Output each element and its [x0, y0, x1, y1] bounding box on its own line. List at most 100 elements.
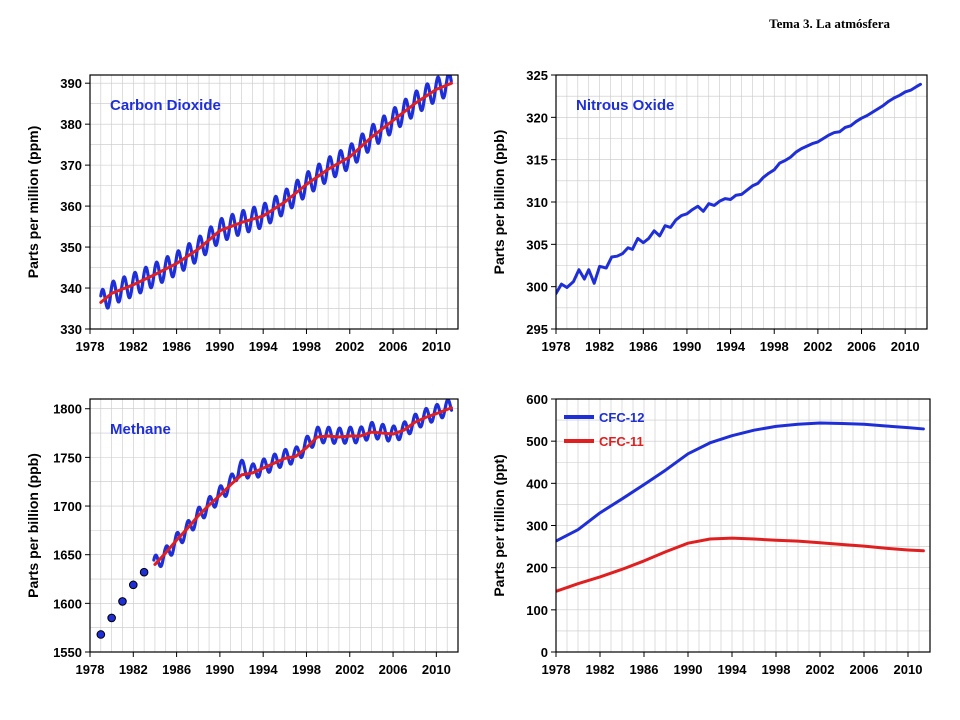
- y-tick-labels: 295 300 305 310 315 320 325: [526, 68, 556, 337]
- data-point: [107, 613, 116, 623]
- x-tick-label: 1994: [249, 339, 279, 354]
- x-tick-label: 1986: [162, 662, 191, 677]
- x-tick-labels: 1978 1982 1986 1990 1994 1998 2002 2006 2010: [76, 652, 451, 677]
- x-tick-label: 2002: [335, 662, 364, 677]
- x-tick-label: 1982: [585, 339, 614, 354]
- x-tick-label: 2010: [894, 662, 923, 677]
- y-tick-label: 100: [526, 603, 548, 618]
- y-tick-label: 1700: [53, 499, 82, 514]
- x-tick-label: 1986: [630, 662, 659, 677]
- x-tick-label: 1990: [674, 662, 703, 677]
- x-tick-label: 1990: [205, 339, 234, 354]
- legend-label: CFC-11: [599, 434, 644, 449]
- x-tick-label: 2002: [806, 662, 835, 677]
- y-tick-label: 305: [526, 237, 548, 252]
- y-tick-label: 400: [526, 476, 548, 491]
- y-tick-label: 360: [60, 199, 82, 214]
- y-tick-label: 500: [526, 434, 548, 449]
- y-axis-label: Parts per million (ppm): [25, 126, 41, 278]
- x-tick-label: 2006: [850, 662, 879, 677]
- y-tick-labels: 0 100 200 300 400 500 600: [526, 392, 556, 660]
- chart-title: Methane: [110, 421, 171, 438]
- x-tick-label: 1982: [119, 662, 148, 677]
- series-line-cfc-1: [556, 536, 925, 593]
- y-tick-labels: 330 340 350 360 370 380 390: [60, 76, 90, 337]
- y-axis-label: Parts per trillion (ppt): [491, 454, 507, 596]
- x-tick-label: 1990: [205, 662, 234, 677]
- legend: CFC-12 CFC-11: [564, 410, 645, 449]
- y-tick-label: 1800: [53, 402, 82, 417]
- x-tick-label: 1982: [119, 339, 148, 354]
- x-tick-label: 1978: [542, 662, 571, 677]
- chart-title: Nitrous Oxide: [576, 97, 674, 114]
- series-line-ch4-1: [153, 406, 454, 566]
- x-tick-label: 1986: [162, 339, 191, 354]
- chart-n2o: 1978 1982 1986 1990 1994 1998 2002 2006 2010 295 3…: [491, 68, 928, 354]
- y-tick-label: 1750: [53, 450, 82, 465]
- data-point: [118, 597, 127, 606]
- chart-ch4: 1978 1982 1986 1990 1994 1998 2002 2006 2010 1550…: [25, 398, 459, 677]
- y-tick-label: 380: [60, 117, 82, 132]
- series-line-cfc-0: [556, 421, 925, 543]
- y-tick-label: 600: [526, 392, 548, 407]
- y-tick-label: 295: [526, 322, 548, 337]
- y-tick-label: 300: [526, 519, 548, 534]
- y-tick-label: 350: [60, 240, 82, 255]
- plot-frame: [89, 398, 459, 653]
- series-group: [99, 75, 454, 310]
- x-tick-label: 1986: [629, 339, 658, 354]
- x-tick-labels: 1978 1982 1986 1990 1994 1998 2002 2006 2010: [542, 652, 923, 677]
- x-tick-label: 2010: [422, 662, 451, 677]
- series-group: [152, 399, 454, 569]
- x-tick-label: 1978: [542, 339, 571, 354]
- chart-cfc: 1978 1982 1986 1990 1994 1998 2002 2006 2010 0 100…: [491, 392, 931, 677]
- data-point: [96, 630, 106, 639]
- x-tick-label: 1994: [718, 662, 748, 677]
- x-tick-label: 1990: [672, 339, 701, 354]
- series-group: [556, 421, 925, 593]
- y-tick-label: 320: [526, 110, 548, 125]
- x-tick-label: 1998: [762, 662, 791, 677]
- y-tick-label: 300: [526, 280, 548, 295]
- y-tick-label: 330: [60, 322, 82, 337]
- x-tick-label: 1998: [292, 662, 321, 677]
- data-points: [96, 567, 149, 639]
- y-tick-labels: 1550 1600 1650 1700 1750 1800: [53, 402, 90, 660]
- y-tick-label: 340: [60, 281, 82, 296]
- y-tick-label: 200: [526, 561, 548, 576]
- x-tick-label: 2002: [803, 339, 832, 354]
- chart-co2: 1978 1982 1986 1990 1994 1998 2002 2006 20103303…: [25, 74, 459, 354]
- y-tick-label: 1650: [53, 548, 82, 563]
- x-tick-label: 2010: [891, 339, 920, 354]
- plot-frame: [555, 74, 928, 330]
- x-tick-label: 1998: [760, 339, 789, 354]
- chart-title: Carbon Dioxide: [110, 97, 221, 114]
- x-tick-label: 1982: [586, 662, 615, 677]
- y-tick-label: 310: [526, 195, 548, 210]
- legend-label: CFC-12: [599, 410, 645, 425]
- series-line-n2o-0: [556, 82, 922, 295]
- plot-frame: [89, 74, 459, 330]
- y-tick-label: 325: [526, 68, 548, 83]
- x-tick-label: 1994: [249, 662, 279, 677]
- x-tick-label: 1978: [76, 662, 105, 677]
- x-tick-label: 1998: [292, 339, 321, 354]
- y-tick-label: 315: [526, 153, 548, 168]
- series-group: [556, 82, 922, 295]
- x-tick-label: 2006: [379, 339, 408, 354]
- data-point: [128, 580, 138, 590]
- y-axis-label: Parts per billion (ppb): [491, 130, 507, 275]
- x-tick-label: 2010: [422, 339, 451, 354]
- series-line-co2-1: [99, 81, 454, 304]
- y-tick-label: 0: [541, 645, 548, 660]
- x-tick-labels: 1978 1982 1986 1990 1994 1998 2002 2006 2010: [542, 329, 920, 354]
- y-tick-label: 390: [60, 76, 82, 91]
- x-tick-labels: 1978 1982 1986 1990 1994 1998 2002 2006 2010: [76, 329, 451, 354]
- x-tick-label: 2002: [335, 339, 364, 354]
- y-axis-label: Parts per billion (ppb): [25, 453, 41, 598]
- y-tick-label: 1550: [53, 645, 82, 660]
- y-tick-label: 1600: [53, 596, 82, 611]
- plot-frame: [555, 398, 931, 653]
- y-tick-label: 370: [60, 158, 82, 173]
